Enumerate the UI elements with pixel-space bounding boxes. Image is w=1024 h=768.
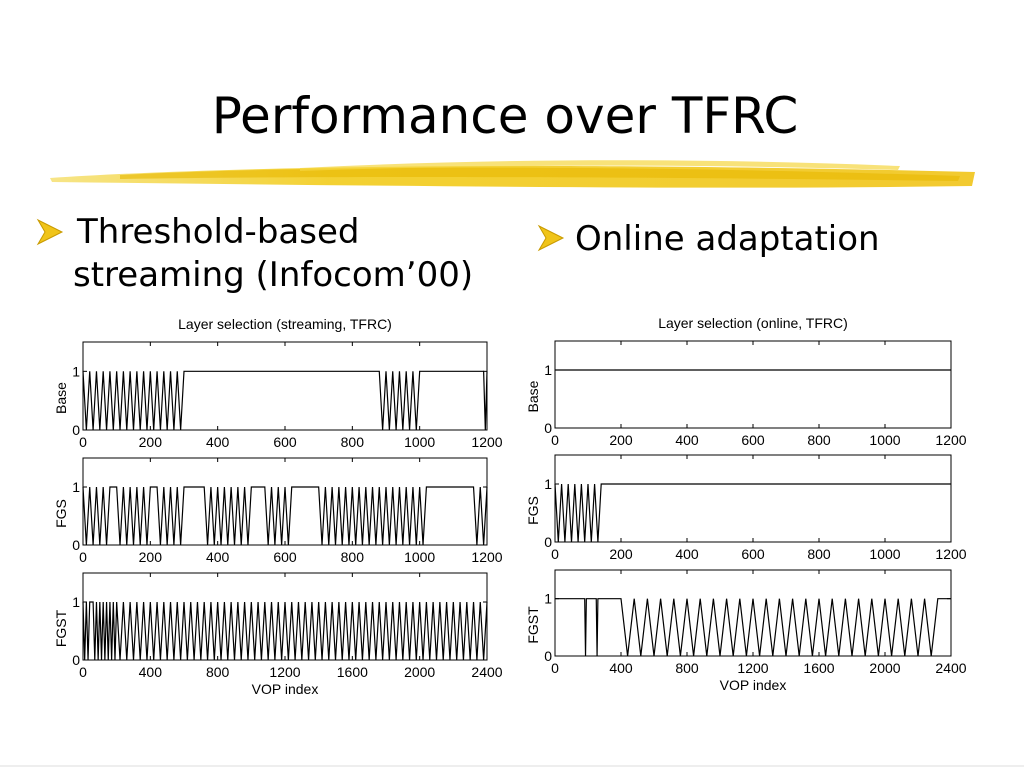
- y-tick-label: 0: [72, 422, 80, 438]
- chart-title: Layer selection (streaming, TFRC): [178, 316, 392, 332]
- x-tick-label: 1200: [269, 664, 300, 680]
- data-line: [82, 370, 488, 431]
- x-tick-label: 800: [807, 546, 831, 562]
- slide-title: Performance over TFRC: [212, 87, 799, 145]
- y-tick-label: 0: [544, 420, 552, 436]
- x-tick-label: 400: [206, 434, 230, 450]
- x-tick-label: 200: [139, 434, 163, 450]
- x-tick-label: 600: [741, 432, 765, 448]
- x-tick-label: 400: [675, 546, 699, 562]
- x-tick-label: 0: [551, 546, 559, 562]
- plot-frame: [82, 457, 488, 546]
- x-tick-label: 0: [79, 434, 87, 450]
- x-tick-label: 600: [741, 546, 765, 562]
- x-tick-label: 2000: [404, 664, 435, 680]
- y-tick-label: 0: [72, 537, 80, 553]
- y-axis-label: FGS: [525, 496, 541, 525]
- data-line: [555, 598, 951, 657]
- x-tick-label: 0: [551, 660, 559, 676]
- y-tick-label: 0: [544, 534, 552, 550]
- y-tick-label: 1: [72, 594, 80, 610]
- data-line: [82, 486, 488, 546]
- x-tick-label: 2400: [935, 660, 966, 676]
- y-tick-label: 1: [72, 363, 80, 379]
- plot-frame: [82, 341, 488, 431]
- x-tick-label: 1000: [869, 432, 900, 448]
- x-tick-label: 400: [609, 660, 633, 676]
- x-tick-label: 2000: [869, 660, 900, 676]
- x-tick-label: 400: [675, 432, 699, 448]
- x-tick-label: 1200: [935, 432, 966, 448]
- y-tick-label: 1: [544, 591, 552, 607]
- x-tick-label: 800: [341, 549, 365, 565]
- x-tick-label: 800: [807, 432, 831, 448]
- plot-frame: [554, 340, 952, 429]
- y-tick-label: 1: [544, 476, 552, 492]
- y-tick-label: 0: [72, 652, 80, 668]
- plot-frame: [82, 572, 488, 661]
- y-tick-label: 0: [544, 648, 552, 664]
- y-axis-label: FGST: [53, 609, 69, 647]
- y-tick-label: 1: [544, 362, 552, 378]
- x-tick-label: 0: [79, 549, 87, 565]
- x-tick-label: 800: [206, 664, 230, 680]
- y-axis-label: FGST: [525, 606, 541, 644]
- x-tick-label: 1200: [935, 546, 966, 562]
- x-tick-label: 1000: [404, 434, 435, 450]
- x-axis-label: VOP index: [720, 677, 787, 693]
- y-axis-label: Base: [525, 380, 541, 412]
- plot-frame: [554, 569, 952, 657]
- chart-title: Layer selection (online, TFRC): [658, 315, 848, 331]
- x-tick-label: 0: [551, 432, 559, 448]
- bullet-text: Online adaptation: [575, 219, 880, 259]
- x-tick-label: 200: [609, 546, 633, 562]
- x-tick-label: 1000: [404, 549, 435, 565]
- x-tick-label: 0: [79, 664, 87, 680]
- x-tick-label: 800: [675, 660, 699, 676]
- x-tick-label: 1000: [869, 546, 900, 562]
- data-line: [82, 601, 488, 661]
- title-underline: [50, 160, 975, 188]
- data-line: [554, 483, 951, 543]
- bullet-arrow: [537, 224, 565, 252]
- y-axis-label: FGS: [53, 499, 69, 528]
- x-axis-label: VOP index: [252, 681, 319, 697]
- x-tick-label: 1200: [737, 660, 768, 676]
- x-tick-label: 1600: [337, 664, 368, 680]
- plot-frame: [554, 454, 952, 543]
- x-tick-label: 400: [139, 664, 163, 680]
- x-tick-label: 200: [139, 549, 163, 565]
- x-tick-label: 800: [341, 434, 365, 450]
- x-tick-label: 1200: [471, 549, 502, 565]
- x-tick-label: 1200: [471, 434, 502, 450]
- y-tick-label: 1: [72, 479, 80, 495]
- x-tick-label: 600: [273, 549, 297, 565]
- x-tick-label: 200: [609, 432, 633, 448]
- bullet-text: Threshold-based: [76, 212, 359, 252]
- y-axis-label: Base: [53, 382, 69, 414]
- x-tick-label: 2400: [471, 664, 502, 680]
- x-tick-label: 400: [206, 549, 230, 565]
- bullet-arrow: [36, 218, 64, 246]
- bullet-text: streaming (Infocom’00): [73, 255, 473, 295]
- x-tick-label: 600: [273, 434, 297, 450]
- x-tick-label: 1600: [803, 660, 834, 676]
